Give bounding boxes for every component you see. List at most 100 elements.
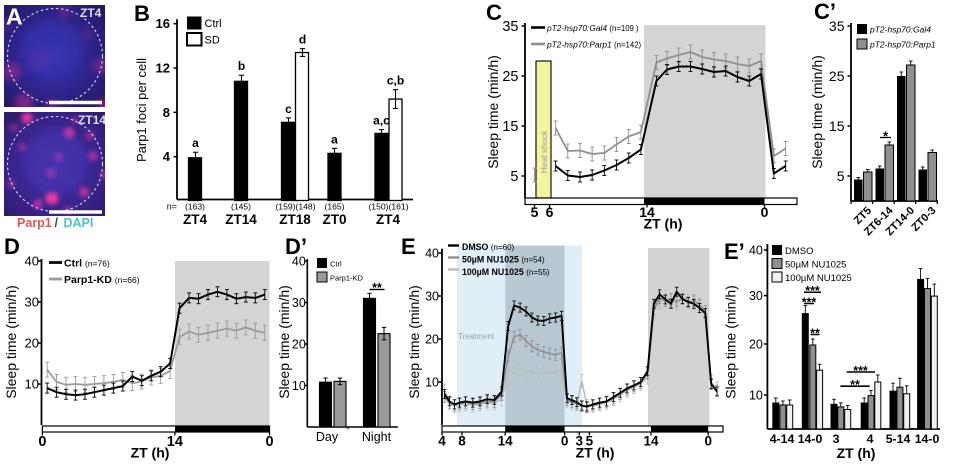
svg-text:ZT0: ZT0 <box>322 212 346 227</box>
svg-text:d: d <box>299 33 306 47</box>
svg-text:b: b <box>238 59 245 73</box>
svg-text:5: 5 <box>837 168 845 184</box>
svg-text:/: / <box>55 216 59 230</box>
svg-text:Treatment: Treatment <box>458 332 495 341</box>
svg-text:0: 0 <box>704 434 712 449</box>
svg-text:(163): (163) <box>185 202 205 212</box>
svg-text:Heat shock: Heat shock <box>539 130 549 173</box>
svg-text:c,b: c,b <box>387 74 404 88</box>
svg-text:14: 14 <box>498 434 514 449</box>
svg-text:C: C <box>486 0 502 25</box>
svg-text:40: 40 <box>25 254 39 269</box>
svg-text:10: 10 <box>292 379 306 393</box>
svg-text:pT2-hsp70:Parp1: pT2-hsp70:Parp1 <box>869 40 936 50</box>
svg-text:40: 40 <box>749 244 763 258</box>
svg-text:20: 20 <box>292 338 306 352</box>
svg-text:Sleep time (min/h): Sleep time (min/h) <box>485 55 501 169</box>
svg-text:ZT (h): ZT (h) <box>837 445 876 461</box>
svg-text:35: 35 <box>829 18 845 34</box>
svg-text:14-0: 14-0 <box>798 432 823 446</box>
svg-text:(159)(148): (159)(148) <box>275 202 315 212</box>
svg-text:12: 12 <box>156 61 170 76</box>
svg-text:Sleep time (min/h): Sleep time (min/h) <box>809 55 825 169</box>
svg-text:15: 15 <box>829 118 845 134</box>
svg-text:50µM NU1025: 50µM NU1025 <box>785 260 846 271</box>
svg-text:30: 30 <box>425 290 439 304</box>
svg-text:4: 4 <box>867 432 874 446</box>
svg-text:**: ** <box>372 281 382 295</box>
svg-text:(145): (145) <box>231 202 251 212</box>
svg-text:14: 14 <box>643 434 659 449</box>
svg-text:0: 0 <box>561 434 569 449</box>
svg-text:Sleep time (min/h): Sleep time (min/h) <box>723 285 739 399</box>
svg-text:8: 8 <box>163 105 170 120</box>
svg-text:Parp1: Parp1 <box>17 216 52 230</box>
svg-text:DMSO (n=60): DMSO (n=60) <box>462 242 515 252</box>
svg-text:3: 3 <box>576 434 584 449</box>
svg-text:0: 0 <box>38 434 46 450</box>
svg-text:5-14: 5-14 <box>886 432 911 446</box>
svg-text:10: 10 <box>25 377 39 392</box>
svg-text:a: a <box>331 132 338 146</box>
svg-text:**: ** <box>850 378 860 392</box>
svg-text:Sleep time (min/h): Sleep time (min/h) <box>406 285 422 399</box>
svg-text:Parp1-KD: Parp1-KD <box>330 274 364 283</box>
svg-text:ZT14: ZT14 <box>78 113 106 127</box>
svg-text:4: 4 <box>438 434 446 449</box>
svg-text:ZT (h): ZT (h) <box>576 445 615 461</box>
svg-text:10: 10 <box>425 376 439 390</box>
svg-text:C’: C’ <box>814 0 836 24</box>
svg-text:6: 6 <box>546 204 554 220</box>
svg-text:ZT18: ZT18 <box>279 212 311 227</box>
svg-text:0: 0 <box>761 204 769 220</box>
svg-text:a,c: a,c <box>373 114 390 128</box>
svg-text:ZT4: ZT4 <box>183 212 207 227</box>
svg-text:E: E <box>401 234 416 259</box>
svg-text:Parp1 foci per cell: Parp1 foci per cell <box>134 58 149 162</box>
svg-text:5: 5 <box>510 169 518 185</box>
svg-text:pT2-hsp70:Parp1 (n=142): pT2-hsp70:Parp1 (n=142) <box>546 40 642 50</box>
svg-text:c: c <box>285 102 292 116</box>
svg-text:8: 8 <box>458 434 466 449</box>
svg-text:DMSO: DMSO <box>785 246 814 257</box>
svg-text:50µM NU1025 (n=54): 50µM NU1025 (n=54) <box>462 255 545 265</box>
svg-text:ZT14: ZT14 <box>225 212 257 227</box>
svg-text:14: 14 <box>639 204 655 220</box>
svg-text:ZT (h): ZT (h) <box>644 216 683 232</box>
svg-text:(165): (165) <box>324 202 344 212</box>
svg-text:10: 10 <box>749 389 763 403</box>
svg-text:Night: Night <box>362 430 392 444</box>
svg-text:5: 5 <box>531 204 539 220</box>
svg-text:D’: D’ <box>285 234 307 259</box>
svg-text:15: 15 <box>502 119 518 135</box>
svg-text:25: 25 <box>829 68 845 84</box>
svg-text:B: B <box>134 1 150 26</box>
svg-text:5: 5 <box>586 434 594 449</box>
svg-text:SD: SD <box>205 35 220 47</box>
svg-text:3: 3 <box>833 432 840 446</box>
svg-text:(150)(161): (150)(161) <box>368 202 408 212</box>
svg-text:25: 25 <box>502 69 518 85</box>
svg-text:Day: Day <box>316 430 339 444</box>
svg-text:40: 40 <box>425 247 439 261</box>
svg-text:D: D <box>4 234 20 259</box>
svg-text:ZT (h): ZT (h) <box>131 445 170 461</box>
svg-text:14: 14 <box>167 434 183 450</box>
svg-text:Sleep time (min/h): Sleep time (min/h) <box>3 285 19 399</box>
svg-text:100µM NU1025: 100µM NU1025 <box>785 273 852 284</box>
svg-text:Ctrl: Ctrl <box>205 18 222 30</box>
svg-text:4-14: 4-14 <box>770 432 795 446</box>
svg-text:ZT4: ZT4 <box>376 212 400 227</box>
svg-text:pT2-hsp70:Gal4 (n=109 ): pT2-hsp70:Gal4 (n=109 ) <box>546 23 639 33</box>
svg-text:***: *** <box>802 296 817 310</box>
svg-text:DAPI: DAPI <box>64 216 94 230</box>
svg-text:14-0: 14-0 <box>915 432 940 446</box>
svg-text:*: * <box>883 129 889 144</box>
svg-text:30: 30 <box>25 295 39 310</box>
svg-text:Ctrl (n=76): Ctrl (n=76) <box>64 258 110 270</box>
svg-text:ZT4: ZT4 <box>80 6 102 20</box>
svg-text:E’: E’ <box>724 239 745 264</box>
svg-text:n=: n= <box>167 202 177 212</box>
svg-text:***: *** <box>805 284 820 298</box>
svg-text:**: ** <box>810 327 820 341</box>
